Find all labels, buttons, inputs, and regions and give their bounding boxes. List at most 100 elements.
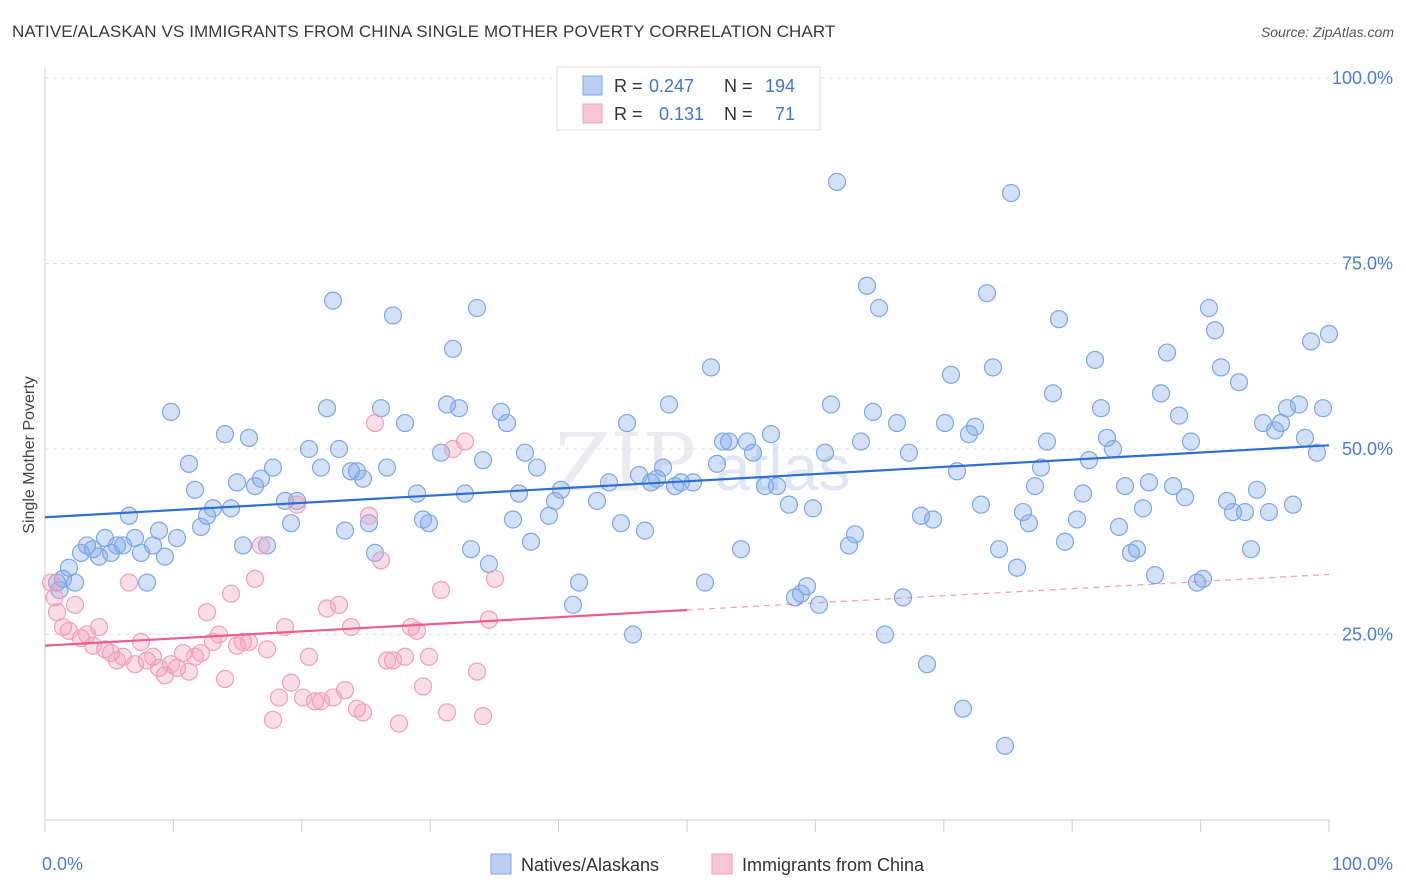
point-natives bbox=[1259, 502, 1279, 522]
legend-r-value-1: 0.131 bbox=[659, 104, 704, 124]
point-china bbox=[485, 569, 505, 588]
y-tick-label: 75.0% bbox=[1342, 254, 1393, 274]
point-natives bbox=[1265, 421, 1285, 440]
point-natives bbox=[365, 543, 385, 562]
point-china bbox=[383, 651, 403, 670]
point-natives bbox=[1013, 502, 1033, 522]
point-natives bbox=[443, 339, 463, 358]
y-tick-label: 50.0% bbox=[1342, 439, 1393, 459]
point-natives bbox=[1193, 569, 1213, 588]
point-china bbox=[203, 632, 223, 652]
trend-line-natives bbox=[44, 444, 1330, 519]
point-natives bbox=[251, 469, 271, 488]
point-natives bbox=[1205, 321, 1225, 340]
point-natives bbox=[233, 536, 253, 555]
point-natives bbox=[317, 399, 337, 418]
point-natives bbox=[989, 540, 1009, 559]
point-natives bbox=[1301, 332, 1321, 351]
legend-swatch-china bbox=[582, 103, 603, 124]
point-china bbox=[299, 647, 319, 666]
point-natives bbox=[797, 577, 817, 596]
point-natives bbox=[215, 425, 235, 444]
point-natives bbox=[779, 495, 799, 514]
point-natives bbox=[191, 517, 211, 537]
point-natives bbox=[761, 425, 781, 444]
point-china bbox=[329, 595, 349, 614]
point-natives bbox=[437, 395, 457, 414]
point-natives bbox=[767, 477, 787, 496]
point-natives bbox=[1295, 428, 1315, 447]
legend-name-china: Immigrants from China bbox=[742, 855, 925, 875]
legend-n-label-1: N = bbox=[724, 104, 753, 124]
point-natives bbox=[1157, 343, 1177, 362]
point-natives bbox=[983, 358, 1003, 377]
point-natives bbox=[617, 413, 637, 433]
point-china bbox=[341, 617, 361, 637]
point-china bbox=[251, 536, 271, 555]
point-china bbox=[143, 647, 163, 666]
point-natives bbox=[701, 358, 721, 377]
point-china bbox=[101, 643, 121, 663]
point-china bbox=[221, 584, 241, 603]
legend-r-label-0: R = bbox=[614, 76, 643, 96]
point-natives bbox=[467, 298, 487, 318]
point-china bbox=[395, 647, 415, 666]
legend-swatch-natives-bottom bbox=[490, 853, 512, 875]
point-natives bbox=[1055, 532, 1075, 551]
point-natives bbox=[995, 736, 1015, 755]
point-natives bbox=[1001, 183, 1021, 203]
point-natives bbox=[599, 473, 619, 492]
point-natives bbox=[227, 473, 247, 492]
point-natives bbox=[839, 536, 859, 555]
point-natives bbox=[509, 484, 529, 503]
point-natives bbox=[743, 443, 763, 462]
point-natives bbox=[1211, 358, 1231, 377]
point-natives bbox=[185, 480, 205, 499]
point-china bbox=[437, 703, 457, 722]
point-china bbox=[263, 710, 283, 729]
point-natives bbox=[713, 432, 733, 451]
legend-r-value-0: 0.247 bbox=[649, 76, 694, 96]
point-natives bbox=[587, 491, 607, 511]
point-china bbox=[191, 643, 211, 663]
point-china bbox=[389, 714, 409, 733]
point-natives bbox=[971, 495, 991, 514]
point-natives bbox=[869, 298, 889, 318]
legend-r-label-1: R = bbox=[614, 104, 643, 124]
point-natives bbox=[1007, 558, 1027, 577]
point-natives bbox=[935, 413, 955, 433]
point-natives bbox=[569, 573, 589, 592]
point-natives bbox=[155, 547, 175, 566]
point-china bbox=[209, 625, 229, 644]
point-natives bbox=[1151, 384, 1171, 403]
point-natives bbox=[683, 473, 703, 492]
point-natives bbox=[635, 521, 655, 540]
point-natives bbox=[1067, 510, 1087, 529]
series-legend: Natives/Alaskans Immigrants from China bbox=[490, 853, 925, 875]
y-tick-label: 25.0% bbox=[1342, 625, 1393, 645]
point-china bbox=[407, 621, 427, 640]
point-china bbox=[119, 573, 139, 592]
point-natives bbox=[695, 573, 715, 592]
point-natives bbox=[449, 399, 469, 418]
point-natives bbox=[1103, 439, 1123, 459]
point-natives bbox=[1115, 477, 1135, 496]
point-natives bbox=[659, 395, 679, 414]
point-natives bbox=[1145, 566, 1165, 585]
x-tick-label-max: 100.0% bbox=[1332, 854, 1393, 874]
point-china bbox=[317, 599, 337, 618]
point-natives bbox=[83, 540, 103, 559]
point-china bbox=[65, 595, 85, 614]
point-natives bbox=[359, 514, 379, 533]
point-china bbox=[473, 707, 493, 726]
point-natives bbox=[1229, 373, 1249, 392]
point-natives bbox=[329, 439, 349, 459]
point-natives bbox=[827, 172, 847, 191]
point-natives bbox=[1025, 477, 1045, 496]
point-natives bbox=[737, 432, 757, 451]
point-natives bbox=[959, 425, 979, 444]
point-natives bbox=[1307, 443, 1327, 462]
point-natives bbox=[563, 595, 583, 614]
point-china bbox=[431, 580, 451, 600]
